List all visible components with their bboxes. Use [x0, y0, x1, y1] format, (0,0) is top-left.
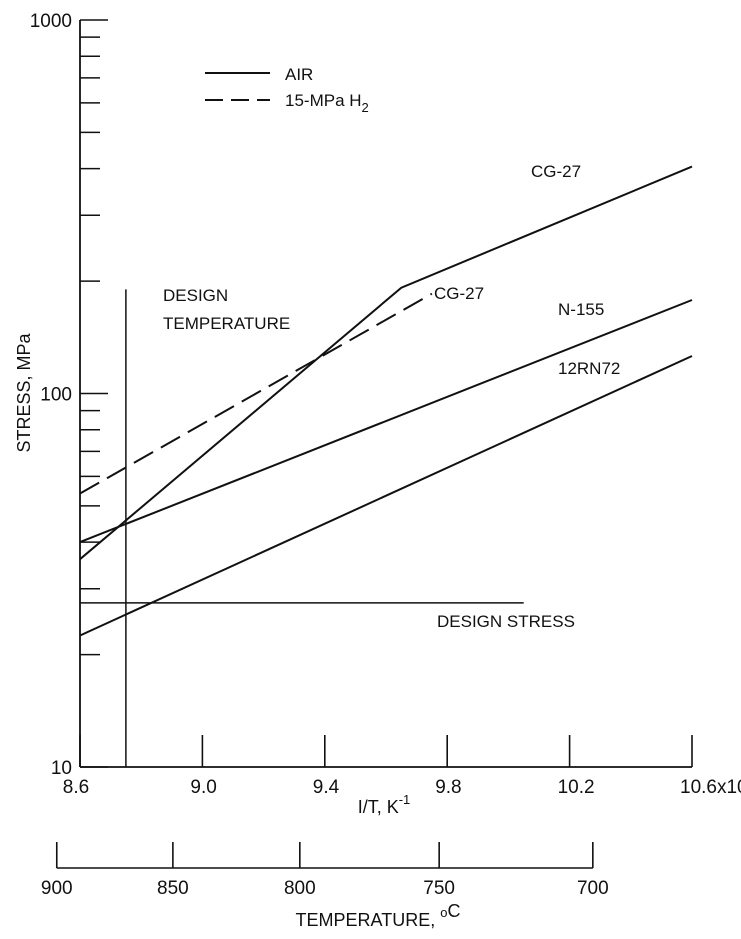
temperature-tick-label: 900: [41, 878, 73, 899]
series-label-cg-27-solid: CG-27: [531, 162, 581, 181]
x-tick-label: 9.4: [313, 777, 340, 798]
x-tick-label: 10.6x10-4: [680, 772, 741, 798]
design-temperature-label-2: TEMPERATURE: [163, 314, 290, 333]
labels: DESIGN TEMPERATURE DESIGN STRESS CG-27 CG-27…: [163, 162, 620, 631]
temperature-axis-title: TEMPERATURE, oC: [296, 901, 461, 930]
y-axis-title: STRESS, MPa: [14, 332, 34, 452]
temperature-tick-label: 800: [284, 878, 316, 899]
x-tick-label: 9.8: [435, 777, 461, 798]
legend-label-air: AIR: [285, 65, 313, 84]
temperature-tick-label: 850: [157, 878, 189, 899]
axes: 10 100 1000 8.6 9.0 9.4 9.8 10.2 10.6x10-4 I/T, K…: [14, 11, 741, 817]
series-line-cg-27-dashed: [79, 292, 433, 495]
series-label-n-155-solid: N-155: [558, 300, 604, 319]
series-label-12rn72-solid: 12RN72: [558, 359, 620, 378]
series-lines: [79, 165, 693, 637]
y-tick-label: 1000: [30, 11, 72, 32]
legend: AIR 15-MPa H2: [205, 65, 369, 115]
series-label-cg-27-dashed: CG-27: [434, 284, 484, 303]
series-line-cg-27-solid: [79, 165, 693, 560]
legend-label-h2: 15-MPa H2: [285, 91, 369, 115]
x-tick-label: 9.0: [190, 777, 216, 798]
y-tick-label: 10: [51, 758, 72, 779]
series-line-12rn72-solid: [79, 355, 693, 637]
y-tick-label: 100: [40, 385, 72, 406]
design-lines: [80, 289, 524, 767]
temperature-axis: 900 850 800 750 700 TEMPERATURE, oC: [41, 842, 609, 930]
temperature-tick-label: 750: [423, 878, 455, 899]
temperature-tick-label: 700: [577, 878, 609, 899]
x-tick-label: 8.6: [63, 777, 89, 798]
design-stress-label: DESIGN STRESS: [437, 612, 575, 631]
design-temperature-label-1: DESIGN: [163, 286, 228, 305]
series-line-n-155-solid: [79, 299, 693, 544]
x-tick-label: 10.2: [558, 777, 595, 798]
x-axis-title: I/T, K-1: [358, 792, 411, 817]
